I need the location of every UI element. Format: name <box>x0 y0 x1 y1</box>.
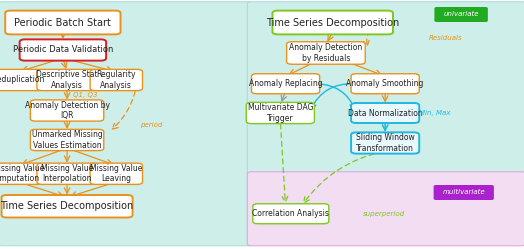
FancyBboxPatch shape <box>0 69 43 90</box>
Text: Regularity
Analysis: Regularity Analysis <box>96 70 136 90</box>
FancyBboxPatch shape <box>287 42 365 64</box>
Text: Q1, Q3: Q1, Q3 <box>73 92 98 98</box>
Text: Anomaly Replacing: Anomaly Replacing <box>249 79 322 88</box>
FancyBboxPatch shape <box>272 10 393 34</box>
FancyBboxPatch shape <box>351 103 419 123</box>
FancyBboxPatch shape <box>434 185 494 200</box>
Text: Anomaly Smoothing: Anomaly Smoothing <box>346 79 424 88</box>
Text: univariate: univariate <box>443 12 479 18</box>
Text: superperiod: superperiod <box>363 211 405 217</box>
Text: multivariate: multivariate <box>442 190 485 196</box>
FancyBboxPatch shape <box>90 69 143 90</box>
FancyBboxPatch shape <box>0 2 253 246</box>
Text: Anomaly Detection
by Residuals: Anomaly Detection by Residuals <box>289 43 363 63</box>
Text: Data Normalization: Data Normalization <box>348 108 422 118</box>
Text: period: period <box>140 122 163 128</box>
Text: Sliding Window
Transformation: Sliding Window Transformation <box>356 133 414 153</box>
Text: Descriptive Stat
Analysis: Descriptive Stat Analysis <box>36 70 98 90</box>
Text: Deduplication: Deduplication <box>0 76 45 84</box>
FancyBboxPatch shape <box>351 74 419 94</box>
Text: Missing Value
Leaving: Missing Value Leaving <box>90 164 143 184</box>
Text: Missing Value
Interpolation: Missing Value Interpolation <box>41 164 93 184</box>
FancyBboxPatch shape <box>247 172 524 246</box>
Text: Time Series Decomposition: Time Series Decomposition <box>1 201 134 211</box>
FancyBboxPatch shape <box>247 2 524 177</box>
FancyBboxPatch shape <box>0 163 43 184</box>
Text: Multivariate DAG
Trigger: Multivariate DAG Trigger <box>248 103 313 123</box>
Text: Unmarked Missing
Values Estimation: Unmarked Missing Values Estimation <box>31 130 103 150</box>
Text: Residuals: Residuals <box>429 35 462 41</box>
FancyBboxPatch shape <box>90 163 143 184</box>
FancyBboxPatch shape <box>37 163 97 184</box>
Text: Min, Max: Min, Max <box>419 110 451 116</box>
Text: Missing Value
Imputation: Missing Value Imputation <box>0 164 45 184</box>
FancyBboxPatch shape <box>252 74 320 94</box>
FancyBboxPatch shape <box>351 132 419 154</box>
Text: Periodic Data Validation: Periodic Data Validation <box>13 46 113 54</box>
FancyBboxPatch shape <box>37 69 97 90</box>
FancyBboxPatch shape <box>20 39 106 60</box>
FancyBboxPatch shape <box>30 130 104 150</box>
FancyBboxPatch shape <box>5 10 121 34</box>
Text: Anomaly Detection by
IQR: Anomaly Detection by IQR <box>25 101 110 120</box>
Text: Correlation Analysis: Correlation Analysis <box>253 209 329 218</box>
FancyBboxPatch shape <box>2 195 133 218</box>
Text: Time Series Decomposition: Time Series Decomposition <box>266 18 399 28</box>
FancyBboxPatch shape <box>246 102 314 124</box>
FancyBboxPatch shape <box>434 7 488 22</box>
FancyBboxPatch shape <box>30 100 104 121</box>
Text: Periodic Batch Start: Periodic Batch Start <box>15 18 111 28</box>
FancyBboxPatch shape <box>253 204 329 224</box>
